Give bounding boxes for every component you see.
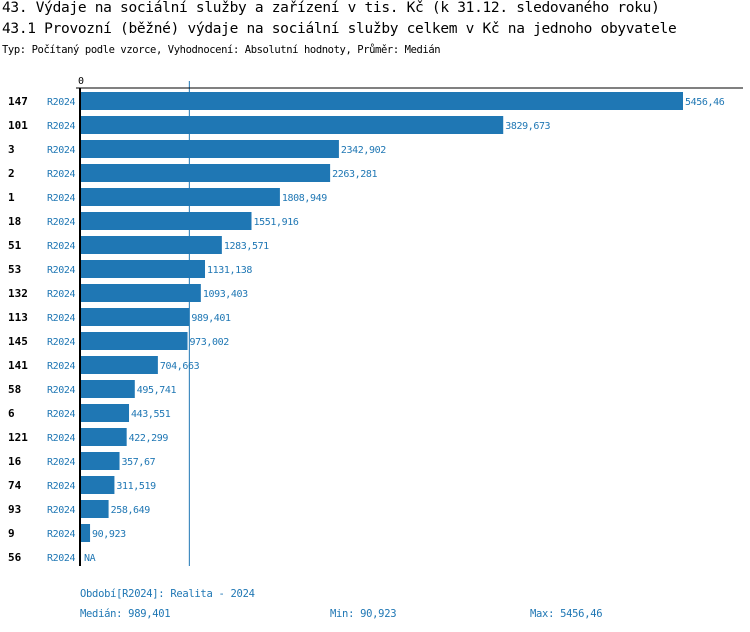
value-label: 443,551 [131,409,171,420]
median-label: Medián: 989,401 [80,608,171,620]
bar [80,140,339,158]
chart-title: 43. Výdaje na sociální služby a zařízení… [2,0,660,16]
category-label: 101 [8,119,28,132]
chart-subtitle: 43.1 Provozní (běžné) výdaje na sociální… [2,21,677,37]
category-label: 6 [8,407,15,420]
bar [80,164,331,182]
max-label: Max: 5456,46 [530,608,603,620]
category-label: 56 [8,551,22,564]
category-label: 132 [8,287,28,300]
value-label: NA [84,553,96,564]
category-label: 1 [8,191,15,204]
value-label: 1808,949 [282,193,327,204]
value-label: 357,67 [122,457,156,468]
value-label: 90,923 [92,529,126,540]
bar [80,236,222,254]
bar [80,452,120,470]
chart-info: Typ: Počítaný podle vzorce, Vyhodnocení:… [2,44,441,56]
value-label: 989,401 [191,313,231,324]
value-label: 2263,281 [332,169,377,180]
series-label: R2024 [47,433,75,444]
category-label: 3 [8,143,15,156]
value-label: 5456,46 [685,97,725,108]
series-label: R2024 [47,217,75,228]
bar [80,524,91,542]
series-label: R2024 [47,241,75,252]
category-label: 18 [8,215,21,228]
bar [80,188,280,206]
bar [80,332,188,350]
series-label: R2024 [47,169,75,180]
series-label: R2024 [47,457,75,468]
series-label: R2024 [47,481,75,492]
period-legend: Období[R2024]: Realita - 2024 [80,588,255,600]
series-label: R2024 [47,553,75,564]
bar [80,116,504,134]
bar [80,428,127,446]
category-label: 16 [8,455,22,468]
value-label: 3829,673 [505,121,550,132]
value-label: 1131,138 [207,265,252,276]
value-label: 2342,902 [341,145,386,156]
category-label: 2 [8,167,15,180]
category-label: 141 [8,359,28,372]
bar [80,404,130,422]
category-label: 113 [8,311,28,324]
series-label: R2024 [47,505,75,516]
series-label: R2024 [47,361,75,372]
series-label: R2024 [47,337,75,348]
category-label: 58 [8,383,21,396]
bar [80,500,109,518]
value-label: 973,002 [190,337,230,348]
series-label: R2024 [47,385,75,396]
category-label: 53 [8,263,21,276]
category-label: 51 [8,239,22,252]
series-label: R2024 [47,145,75,156]
bar [80,308,190,326]
value-label: 258,649 [111,505,151,516]
series-label: R2024 [47,529,75,540]
min-label: Min: 90,923 [330,608,397,620]
bar [80,212,252,230]
series-label: R2024 [47,265,75,276]
value-label: 495,741 [137,385,177,396]
category-label: 74 [8,479,22,492]
value-label: 311,519 [116,481,156,492]
category-label: 93 [8,503,21,516]
series-label: R2024 [47,409,75,420]
bar [80,356,158,374]
series-label: R2024 [47,313,75,324]
bar [80,260,206,278]
category-label: 9 [8,527,15,540]
bar [80,92,683,110]
value-label: 422,299 [129,433,169,444]
category-label: 147 [8,95,28,108]
series-label: R2024 [47,289,75,300]
category-label: 121 [8,431,28,444]
category-label: 145 [8,335,28,348]
value-label: 1283,571 [224,241,269,252]
series-label: R2024 [47,121,75,132]
value-label: 1093,403 [203,289,248,300]
series-label: R2024 [47,97,75,108]
x-tick-label: 0 [78,76,84,87]
series-label: R2024 [47,193,75,204]
bar [80,380,135,398]
bar [80,476,115,494]
value-label: 1551,916 [254,217,299,228]
value-label: 704,663 [160,361,200,372]
bar [80,284,201,302]
